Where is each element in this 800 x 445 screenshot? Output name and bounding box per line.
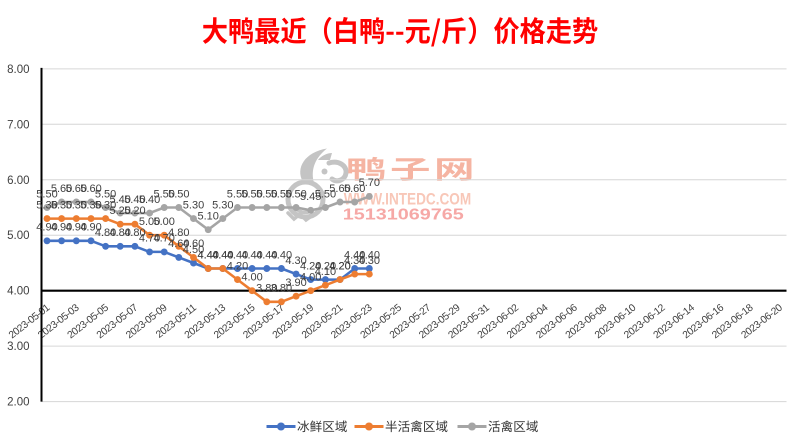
svg-text:4.80: 4.80 — [109, 227, 130, 239]
svg-text:WWW.INTEDC.COM: WWW.INTEDC.COM — [344, 191, 472, 209]
svg-text:4.40: 4.40 — [227, 249, 248, 261]
svg-text:5.60: 5.60 — [66, 183, 87, 195]
svg-text:5.00: 5.00 — [139, 216, 160, 228]
svg-text:3.90: 3.90 — [285, 277, 306, 289]
svg-text:5.50: 5.50 — [227, 188, 248, 200]
svg-text:5.00: 5.00 — [7, 230, 29, 242]
svg-text:5.70: 5.70 — [359, 177, 380, 189]
svg-text:3.80: 3.80 — [271, 283, 292, 295]
svg-text:5.00: 5.00 — [153, 216, 174, 228]
svg-text:5.30: 5.30 — [66, 199, 87, 211]
svg-text:5.10: 5.10 — [197, 211, 218, 223]
svg-text:4.90: 4.90 — [51, 222, 72, 234]
svg-text:4.90: 4.90 — [66, 222, 87, 234]
svg-text:5.20: 5.20 — [124, 205, 145, 217]
svg-text:5.40: 5.40 — [124, 194, 145, 206]
svg-text:5.50: 5.50 — [241, 188, 262, 200]
svg-text:4.20: 4.20 — [329, 260, 350, 272]
svg-text:6.00: 6.00 — [7, 175, 29, 187]
svg-text:4.00: 4.00 — [241, 272, 262, 284]
svg-text:4.80: 4.80 — [124, 227, 145, 239]
svg-text:5.30: 5.30 — [51, 199, 72, 211]
svg-text:4.10: 4.10 — [315, 266, 336, 278]
svg-text:3.80: 3.80 — [256, 283, 277, 295]
svg-text:4.70: 4.70 — [139, 233, 160, 245]
svg-text:4.40: 4.40 — [197, 249, 218, 261]
svg-text:4.20: 4.20 — [329, 260, 350, 272]
svg-text:4.50: 4.50 — [183, 244, 204, 256]
svg-text:4.80: 4.80 — [95, 227, 116, 239]
svg-text:4.70: 4.70 — [153, 233, 174, 245]
svg-text:3.00: 3.00 — [7, 341, 29, 353]
svg-text:5.45: 5.45 — [300, 191, 321, 203]
svg-text:4.40: 4.40 — [256, 249, 277, 261]
svg-text:5.50: 5.50 — [168, 188, 189, 200]
svg-text:4.40: 4.40 — [212, 249, 233, 261]
svg-text:5.50: 5.50 — [95, 188, 116, 200]
svg-text:4.00: 4.00 — [300, 272, 321, 284]
svg-text:4.40: 4.40 — [212, 249, 233, 261]
svg-text:4.20: 4.20 — [300, 260, 321, 272]
svg-text:5.30: 5.30 — [80, 199, 101, 211]
svg-text:4.20: 4.20 — [315, 260, 336, 272]
svg-text:4.90: 4.90 — [36, 222, 57, 234]
svg-text:4.40: 4.40 — [359, 249, 380, 261]
svg-text:5.40: 5.40 — [109, 194, 130, 206]
svg-text:5.50: 5.50 — [36, 188, 57, 200]
svg-text:4.00: 4.00 — [7, 286, 29, 298]
svg-text:4.30: 4.30 — [285, 255, 306, 267]
svg-text:5.60: 5.60 — [51, 183, 72, 195]
svg-text:5.50: 5.50 — [256, 188, 277, 200]
svg-text:5.60: 5.60 — [80, 183, 101, 195]
svg-text:5.50: 5.50 — [285, 188, 306, 200]
svg-text:4.40: 4.40 — [197, 249, 218, 261]
svg-text:5.50: 5.50 — [271, 188, 292, 200]
svg-text:5.60: 5.60 — [329, 183, 350, 195]
svg-text:4.40: 4.40 — [271, 249, 292, 261]
svg-text:5.20: 5.20 — [109, 205, 130, 217]
svg-text:5.50: 5.50 — [315, 188, 336, 200]
svg-text:5.30: 5.30 — [36, 199, 57, 211]
svg-text:8.00: 8.00 — [7, 64, 29, 76]
svg-text:5.30: 5.30 — [95, 199, 116, 211]
svg-text:4.80: 4.80 — [168, 227, 189, 239]
svg-text:4.40: 4.40 — [344, 249, 365, 261]
svg-text:4.30: 4.30 — [344, 255, 365, 267]
svg-text:5.40: 5.40 — [139, 194, 160, 206]
svg-text:4.60: 4.60 — [183, 238, 204, 250]
svg-text:4.90: 4.90 — [80, 222, 101, 234]
svg-text:4.40: 4.40 — [241, 249, 262, 261]
svg-text:5.50: 5.50 — [153, 188, 174, 200]
svg-text:4.30: 4.30 — [359, 255, 380, 267]
svg-text:2.00: 2.00 — [7, 397, 29, 409]
svg-text:4.60: 4.60 — [168, 238, 189, 250]
svg-text:7.00: 7.00 — [7, 119, 29, 131]
svg-text:5.60: 5.60 — [344, 183, 365, 195]
svg-text:5.30: 5.30 — [183, 199, 204, 211]
svg-text:4.20: 4.20 — [227, 260, 248, 272]
svg-text:5.30: 5.30 — [212, 199, 233, 211]
svg-text:15131069765: 15131069765 — [343, 207, 464, 224]
